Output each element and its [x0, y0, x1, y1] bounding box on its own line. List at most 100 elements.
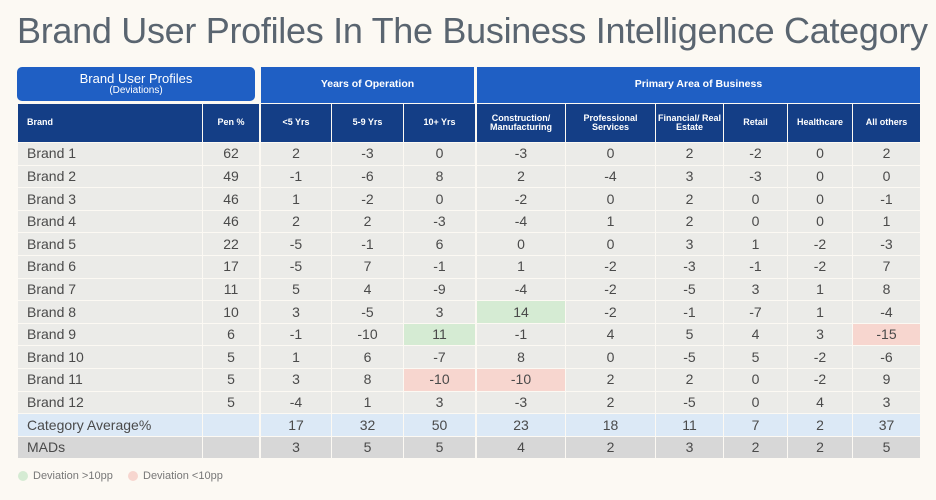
cell: 1 [261, 346, 331, 368]
cell: 6 [404, 233, 475, 255]
cell: -3 [332, 143, 403, 165]
cell: 5 [203, 346, 259, 368]
cell: -5 [332, 301, 403, 323]
cell: 5 [203, 391, 259, 414]
cell: 5 [853, 436, 920, 459]
cell: 3 [853, 391, 920, 414]
cell: 23 [477, 414, 565, 436]
cell: -10 [404, 369, 475, 391]
cell: 2 [566, 436, 655, 459]
cell: 3 [261, 436, 331, 459]
cell: 2 [656, 143, 723, 165]
cell: 1 [724, 233, 787, 255]
cell: 0 [724, 369, 787, 391]
cell: 2 [566, 369, 655, 391]
cell: 3 [261, 301, 331, 323]
column-header: Construction/ Manufacturing [477, 104, 565, 142]
row-label: Brand 4 [18, 210, 202, 233]
cell: 5 [724, 346, 787, 368]
cell: 1 [261, 188, 331, 210]
cell: 8 [477, 346, 565, 368]
cell: 2 [261, 143, 331, 165]
cell: 6 [332, 346, 403, 368]
row-label: MADs [18, 436, 202, 459]
column-header: Professional Services [566, 104, 655, 142]
cell: 10 [203, 301, 259, 323]
cell: 14 [477, 301, 565, 323]
cell: 3 [724, 278, 787, 301]
cell: -2 [566, 256, 655, 278]
cell: -4 [853, 301, 920, 323]
column-header: Brand [18, 104, 202, 142]
cell: 0 [788, 188, 852, 210]
cell: 3 [261, 369, 331, 391]
cell: -4 [566, 165, 655, 188]
row-label: Category Average% [18, 414, 202, 436]
cell: 1 [332, 391, 403, 414]
cell: 1 [566, 210, 655, 233]
cell: -7 [724, 301, 787, 323]
cell: 0 [788, 210, 852, 233]
cell: 5 [332, 436, 403, 459]
cell: 46 [203, 188, 259, 210]
column-header: Financial/ Real Estate [656, 104, 723, 142]
cell: 7 [332, 256, 403, 278]
cell: 8 [332, 369, 403, 391]
cell: 0 [788, 165, 852, 188]
cell: 11 [656, 414, 723, 436]
cell: 3 [656, 436, 723, 459]
cell: -2 [788, 369, 852, 391]
cell: 5 [656, 323, 723, 346]
cell: 11 [203, 278, 259, 301]
cell: 3 [404, 301, 475, 323]
cell: 2 [566, 391, 655, 414]
cell: 0 [404, 143, 475, 165]
cell: 0 [853, 165, 920, 188]
cell [203, 414, 259, 436]
cell: -3 [656, 256, 723, 278]
group-label: Brand User Profiles [79, 70, 193, 86]
cell: 5 [261, 278, 331, 301]
cell: 0 [566, 233, 655, 255]
cell: 49 [203, 165, 259, 188]
cell: -2 [477, 188, 565, 210]
cell: 3 [788, 323, 852, 346]
cell: 9 [853, 369, 920, 391]
cell: 0 [724, 188, 787, 210]
cell: -9 [404, 278, 475, 301]
column-header: 10+ Yrs [404, 104, 475, 142]
cell: 2 [332, 210, 403, 233]
legend-swatch [128, 471, 138, 481]
cell: 6 [203, 323, 259, 346]
cell: -1 [261, 165, 331, 188]
cell: -3 [477, 143, 565, 165]
cell: -15 [853, 323, 920, 346]
cell [203, 436, 259, 459]
cell: 8 [853, 278, 920, 301]
cell: 4 [477, 436, 565, 459]
cell: 17 [261, 414, 331, 436]
cell: -4 [477, 278, 565, 301]
cell: -1 [261, 323, 331, 346]
cell: 2 [656, 188, 723, 210]
cell: -5 [261, 256, 331, 278]
cell: -6 [853, 346, 920, 368]
row-label: Brand 7 [18, 278, 202, 301]
cell: 0 [566, 143, 655, 165]
cell: 17 [203, 256, 259, 278]
title: Brand User Profiles In The Business Inte… [17, 10, 928, 51]
cell: -2 [788, 233, 852, 255]
cell: 32 [332, 414, 403, 436]
cell: 0 [788, 143, 852, 165]
cell: -5 [656, 278, 723, 301]
group-sublabel: (Deviations) [109, 84, 163, 96]
cell: -10 [477, 369, 565, 391]
group-header: Brand User Profiles (Deviations) [17, 67, 255, 101]
cell: 0 [724, 391, 787, 414]
column-header: Retail [724, 104, 787, 142]
row-label: Brand 9 [18, 323, 202, 346]
cell: -1 [853, 188, 920, 210]
cell: 2 [788, 414, 852, 436]
cell: 5 [404, 436, 475, 459]
